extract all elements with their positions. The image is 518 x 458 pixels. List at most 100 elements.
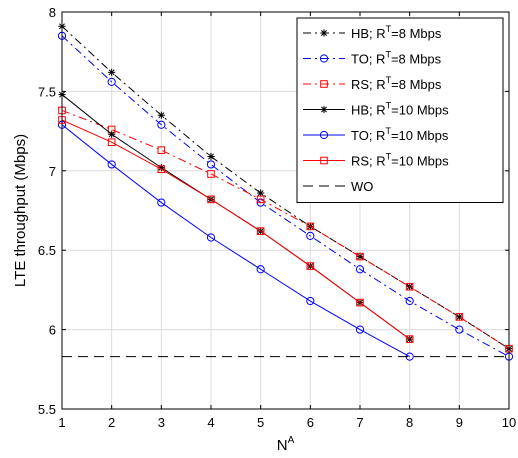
legend-label-pre: HB; R (351, 26, 386, 41)
data-point (405, 296, 414, 306)
x-axis-title: NA (277, 435, 295, 454)
data-point (107, 77, 116, 86)
data-point (108, 130, 116, 138)
data-point (356, 298, 364, 307)
data-point (405, 282, 414, 291)
legend-item: RS; RT=8 Mbps (303, 75, 442, 92)
data-point (306, 296, 315, 306)
legend-item: WO (303, 179, 373, 194)
data-point (107, 160, 116, 169)
y-tick-label: 7 (49, 164, 56, 179)
legend-marker (320, 156, 328, 165)
x-tick-label: 1 (58, 415, 65, 430)
legend-marker (320, 80, 328, 88)
legend-item: TO; RT=8 Mbps (303, 50, 442, 67)
series-line (61, 124, 410, 358)
series-5 (58, 116, 414, 343)
data-point (257, 189, 265, 197)
legend-marker (319, 54, 329, 63)
x-tick-label: 8 (406, 415, 413, 430)
legend-label-post: =8 Mbps (391, 26, 442, 41)
y-tick-label: 6.5 (38, 243, 56, 258)
legend-label-post: =10 Mbps (391, 103, 449, 118)
plot-series (57, 22, 514, 361)
data-point (355, 265, 365, 274)
data-point (256, 195, 265, 204)
legend-label-pre: TO; R (351, 52, 385, 67)
plot-frame (61, 11, 510, 410)
data-point (406, 335, 414, 343)
legend-label: HB; RT=10 Mbps (351, 101, 449, 118)
data-point (157, 146, 166, 154)
legend-label-pre: WO (351, 179, 373, 194)
data-point (306, 231, 315, 241)
data-point (157, 111, 165, 119)
x-axis-title-sup: A (288, 435, 295, 446)
data-point (206, 233, 216, 242)
legend-box (296, 17, 504, 203)
legend-label: HB; RT=8 Mbps (351, 24, 442, 41)
x-tick-label: 9 (456, 415, 463, 430)
legend-label: TO; RT=8 Mbps (351, 50, 442, 67)
axis-ticks: 1 2 3 4 5 6 7 8 9 10 5.5 6 6.5 7 7.5 8 (38, 5, 516, 430)
x-tick-label: 4 (207, 415, 214, 430)
data-point (306, 222, 315, 231)
legend-label-sup: T (386, 75, 392, 85)
y-tick-label: 5.5 (38, 402, 56, 417)
x-tick-label: 7 (356, 415, 363, 430)
legend-label: WO (351, 179, 373, 194)
legend-label-sup: T (385, 126, 391, 136)
data-point (157, 198, 166, 207)
x-tick-label: 6 (307, 415, 314, 430)
data-point (157, 120, 166, 129)
data-point (107, 138, 116, 147)
legend-label-sup: T (386, 101, 392, 111)
data-point (405, 335, 414, 343)
data-point (455, 313, 463, 321)
legend-marker (320, 29, 328, 37)
data-point (108, 68, 116, 76)
legend-label-sup: T (386, 24, 392, 34)
legend-item: RS; RT=10 Mbps (303, 152, 449, 169)
legend-item: TO; RT=10 Mbps (303, 126, 449, 143)
data-point (256, 265, 265, 274)
legend-label-pre: TO; R (351, 128, 385, 143)
data-point (157, 165, 166, 174)
legend-marker (319, 130, 329, 140)
legend-label-post: =8 Mbps (391, 52, 442, 67)
legend-label-pre: RS; R (351, 154, 386, 169)
x-tick-label: 5 (257, 415, 264, 430)
series-line (61, 25, 510, 350)
legend-label-pre: RS; R (351, 77, 386, 92)
legend-label: TO; RT=10 Mbps (351, 126, 449, 143)
legend-label-sup: T (386, 152, 392, 162)
series-line (61, 119, 410, 340)
x-tick-label: 2 (108, 415, 115, 430)
legend-item: HB; RT=10 Mbps (303, 101, 449, 118)
x-tick-label: 10 (502, 415, 516, 430)
data-point (455, 325, 464, 334)
legend-label: RS; RT=10 Mbps (351, 152, 449, 169)
legend-label-sup: T (385, 50, 391, 60)
data-point (356, 252, 364, 261)
x-tick-label: 3 (158, 415, 165, 430)
data-point (256, 227, 265, 235)
data-point (207, 170, 215, 178)
series-1 (57, 31, 514, 361)
data-point (207, 152, 215, 161)
data-point (455, 313, 464, 321)
y-tick-label: 7.5 (38, 84, 56, 99)
legend-label: RS; RT=8 Mbps (351, 75, 442, 92)
y-axis-title: LTE throughput (Mbps) (12, 134, 29, 287)
legend-label-post: =8 Mbps (391, 77, 442, 92)
legend-label-pre: HB; R (351, 103, 386, 118)
data-point (207, 195, 215, 204)
legend-marker (320, 105, 328, 114)
data-point (355, 325, 365, 334)
x-axis-title-base: N (277, 437, 288, 454)
y-tick-label: 8 (49, 5, 56, 20)
data-point (356, 252, 364, 261)
data-point (306, 262, 315, 270)
